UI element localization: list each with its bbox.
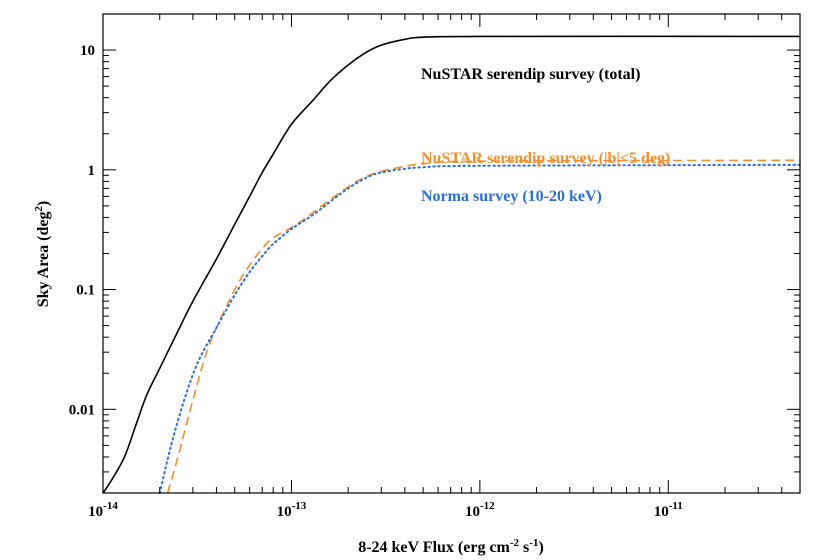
series-label-norma: Norma survey (10-20 keV) bbox=[421, 188, 602, 205]
x-tick-label: 10-13 bbox=[277, 500, 307, 520]
y-axis-title: Sky Area (deg2) bbox=[33, 201, 52, 308]
x-tick-label: 10-12 bbox=[465, 500, 495, 520]
plot-frame bbox=[102, 13, 801, 494]
y-tick-label: 1 bbox=[88, 163, 96, 179]
y-tick-label: 0.1 bbox=[76, 283, 95, 299]
tick-layer: 10-14 10-13 10-12 10-11 0.01 0.1 1 10 bbox=[69, 14, 801, 520]
series-line-0 bbox=[102, 35, 801, 494]
series-label-galactic-plane: NuSTAR serendip survey (|b|<5 deg) bbox=[421, 150, 670, 167]
y-tick-label: 0.01 bbox=[69, 402, 95, 418]
series-line-2 bbox=[158, 163, 801, 494]
series-layer bbox=[102, 35, 801, 494]
x-tick-label: 10-14 bbox=[88, 500, 118, 520]
series-label-total: NuSTAR serendip survey (total) bbox=[421, 66, 640, 83]
series-line-1 bbox=[166, 159, 801, 494]
x-axis-title: 8-24 keV Flux (erg cm-2 s-1) bbox=[358, 537, 544, 556]
y-tick-label: 10 bbox=[80, 43, 95, 59]
x-tick-label: 10-11 bbox=[654, 500, 683, 520]
